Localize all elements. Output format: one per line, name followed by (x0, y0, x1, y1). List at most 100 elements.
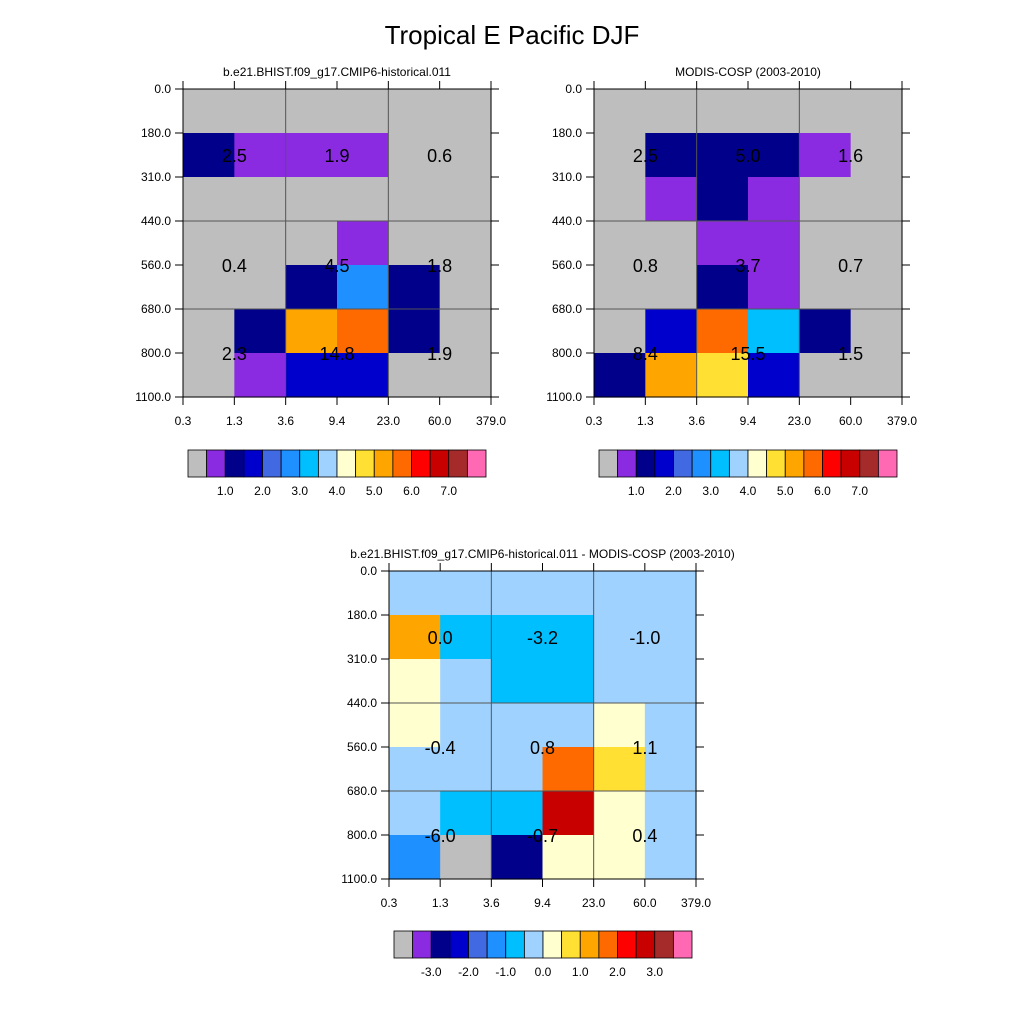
panel-title: b.e21.BHIST.f09_g17.CMIP6-historical.011 (223, 65, 451, 79)
colorbar-box (840, 449, 861, 478)
colorbar-box (728, 449, 749, 478)
heatmap-cell (644, 615, 697, 660)
heatmap-cell (542, 835, 595, 880)
colorbar-box (411, 449, 431, 478)
colorbar-box (822, 449, 842, 478)
panel-title: MODIS-COSP (2003-2010) (675, 65, 821, 79)
colorbar-box (206, 449, 226, 478)
colorbar-box (393, 930, 414, 959)
heatmap-cell (285, 89, 338, 134)
heatmap-cell (440, 835, 492, 880)
heatmap-cell (799, 221, 852, 266)
heatmap-cell (696, 309, 749, 354)
cell-value-label: 1.8 (427, 256, 452, 276)
heatmap-cell (594, 89, 646, 134)
heatmap-cell (645, 221, 698, 266)
cell-value-label: -6.0 (425, 826, 456, 846)
y-tick-label: 0.0 (360, 564, 377, 578)
y-tick-label: 1100.0 (341, 872, 377, 886)
heatmap-cell (388, 353, 441, 398)
heatmap-cell (645, 265, 698, 310)
colorbar-label: 5.0 (777, 484, 794, 498)
heatmap-cell (439, 309, 492, 354)
colorbar-box (243, 449, 263, 478)
x-tick-label: 0.3 (586, 414, 603, 428)
heatmap-cell (799, 353, 852, 398)
colorbar-box (317, 449, 338, 478)
heatmap-cell (748, 177, 800, 222)
colorbar-label: 1.0 (628, 484, 645, 498)
heatmap-cell (594, 309, 646, 354)
cell-value-label: 0.7 (838, 256, 863, 276)
heatmap-cell (799, 309, 852, 354)
y-tick-label: 0.0 (154, 82, 171, 96)
colorbar-box (672, 930, 693, 959)
x-tick-label: 379.0 (476, 414, 506, 428)
colorbar-label: 3.0 (646, 965, 663, 979)
heatmap-cell (644, 659, 697, 704)
colorbar-box (859, 449, 879, 478)
heatmap-cell (388, 265, 441, 310)
heatmap-cell (593, 747, 646, 792)
heatmap-cell (183, 353, 235, 398)
heatmap-cell (594, 265, 646, 310)
heatmap-cell (234, 353, 287, 398)
heatmap-cell (337, 89, 389, 134)
heatmap-cell (183, 177, 235, 222)
heatmap-cell (799, 177, 852, 222)
heatmap-cell (439, 265, 492, 310)
y-tick-label: 180.0 (347, 608, 377, 622)
heatmap-cell (594, 221, 646, 266)
heatmap-cell (337, 177, 389, 222)
x-tick-label: 23.0 (788, 414, 812, 428)
colorbar-box (355, 449, 375, 478)
colorbar-box (654, 449, 674, 478)
colorbar-box (486, 930, 507, 959)
x-tick-label: 379.0 (887, 414, 917, 428)
cell-value-label: 0.6 (427, 146, 452, 166)
y-tick-label: 680.0 (552, 302, 582, 316)
heatmap-cell (696, 353, 749, 398)
cell-value-label: 0.8 (633, 256, 658, 276)
heatmap-cell (644, 703, 697, 748)
colorbar-label: -2.0 (458, 965, 479, 979)
heatmap-cell (644, 747, 697, 792)
heatmap-cell (748, 221, 800, 266)
heatmap-cell (439, 177, 492, 222)
heatmap-cell (593, 571, 646, 616)
x-tick-label: 60.0 (428, 414, 452, 428)
cell-value-label: 5.0 (735, 146, 760, 166)
colorbar-label: 3.0 (291, 484, 308, 498)
x-tick-label: 3.6 (688, 414, 705, 428)
colorbar-label: 5.0 (366, 484, 383, 498)
heatmap-cell (388, 89, 441, 134)
colorbar-box (877, 449, 898, 478)
y-tick-label: 440.0 (552, 214, 582, 228)
colorbar-box (373, 449, 394, 478)
heatmap-cell (388, 221, 441, 266)
colorbar-box (691, 449, 712, 478)
heatmap-cell (542, 571, 595, 616)
heatmap-cell (388, 133, 441, 178)
cell-value-label: 1.9 (427, 344, 452, 364)
heatmap-cell (183, 89, 235, 134)
colorbar-label: 7.0 (440, 484, 457, 498)
colorbar-box (299, 449, 319, 478)
cell-value-label: 0.4 (632, 826, 657, 846)
heatmap-cell (850, 133, 903, 178)
heatmap-cell (645, 133, 698, 178)
heatmap-cell (799, 265, 852, 310)
colorbar-box (505, 930, 525, 959)
cell-value-label: 14.8 (319, 344, 354, 364)
x-tick-label: 9.4 (740, 414, 757, 428)
heatmap-cell (645, 309, 698, 354)
heatmap-cell (285, 177, 338, 222)
colorbar-box (430, 930, 451, 959)
heatmap-cell (542, 615, 595, 660)
colorbar-label: 2.0 (609, 965, 626, 979)
heatmap-cell (337, 353, 389, 398)
heatmap-cell (389, 791, 441, 836)
x-tick-label: 1.3 (226, 414, 243, 428)
x-tick-label: 1.3 (432, 896, 449, 910)
